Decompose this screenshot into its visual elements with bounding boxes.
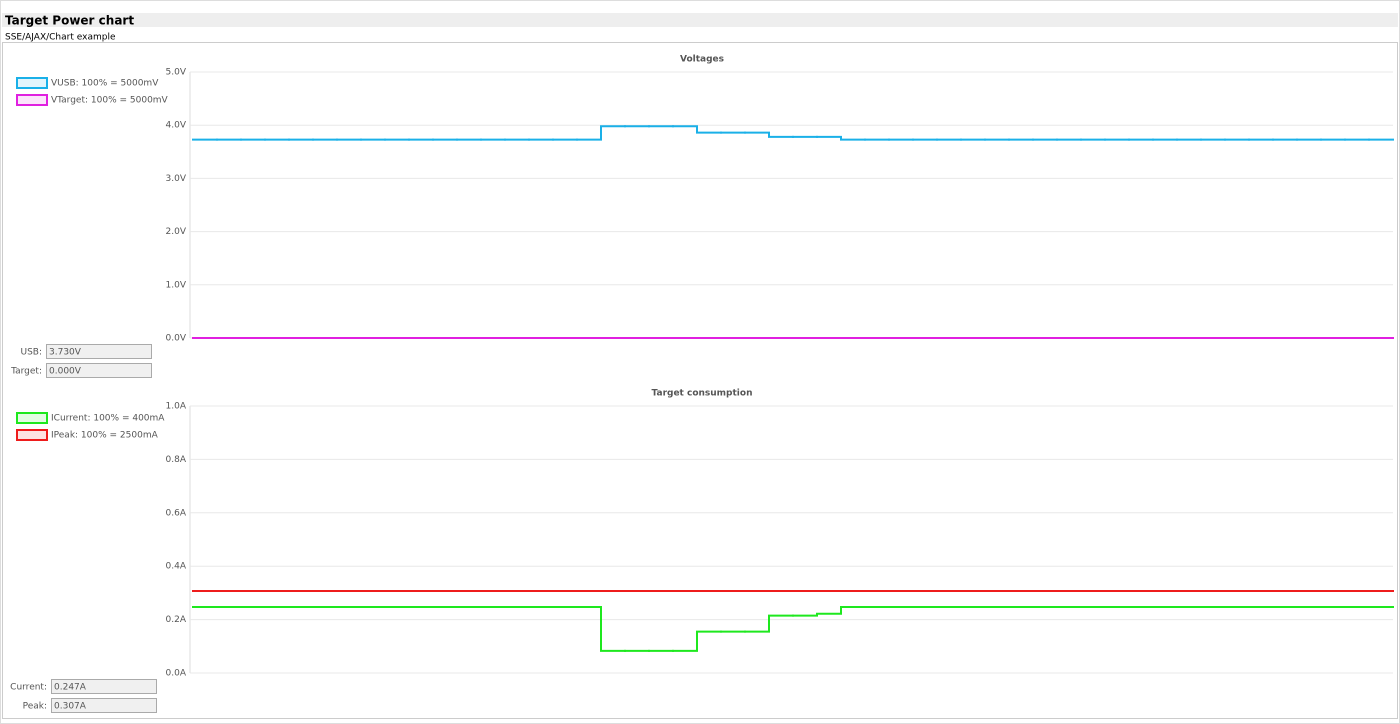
readout-label: Current: — [10, 683, 47, 693]
y-tick-label: 0.8A — [166, 455, 187, 465]
readout-box — [51, 698, 157, 713]
page-subtitle: SSE/AJAX/Chart example — [5, 33, 116, 43]
readout-value: 0.307A — [54, 702, 87, 712]
y-tick-label: 0.0V — [166, 334, 187, 344]
legend-label: IPeak: 100% = 2500mA — [51, 431, 159, 441]
y-tick-label: 0.2A — [166, 615, 187, 625]
y-tick-label: 1.0A — [166, 402, 187, 412]
y-tick-label: 0.6A — [166, 508, 187, 518]
readout-value: 0.000V — [49, 367, 82, 377]
panel — [2, 42, 1398, 719]
legend-label: VUSB: 100% = 5000mV — [51, 79, 159, 89]
readout-box — [46, 363, 152, 378]
y-tick-label: 4.0V — [166, 121, 187, 131]
legend-swatch — [16, 94, 48, 106]
y-tick-label: 5.0V — [166, 68, 187, 78]
y-tick-label: 0.4A — [166, 562, 187, 572]
readout-box — [46, 344, 152, 359]
readout-value: 3.730V — [49, 348, 82, 358]
readout-box — [51, 679, 157, 694]
chart-title: Target consumption — [652, 389, 753, 399]
legend-swatch — [16, 429, 48, 441]
readout-label: USB: — [20, 348, 42, 358]
chart-title: Voltages — [680, 55, 724, 65]
readout-value: 0.247A — [54, 683, 87, 693]
legend-label: ICurrent: 100% = 400mA — [51, 414, 165, 424]
y-tick-label: 2.0V — [166, 227, 187, 237]
readout-label: Peak: — [23, 702, 47, 712]
header-bar — [2, 13, 1398, 27]
page-title: Target Power chart — [5, 14, 134, 28]
legend-swatch — [16, 412, 48, 424]
y-tick-label: 0.0A — [166, 669, 187, 679]
readout-label: Target: — [10, 367, 42, 377]
y-tick-label: 1.0V — [166, 280, 187, 290]
legend-swatch — [16, 77, 48, 89]
legend-label: VTarget: 100% = 5000mV — [51, 96, 169, 106]
y-tick-label: 3.0V — [166, 174, 187, 184]
